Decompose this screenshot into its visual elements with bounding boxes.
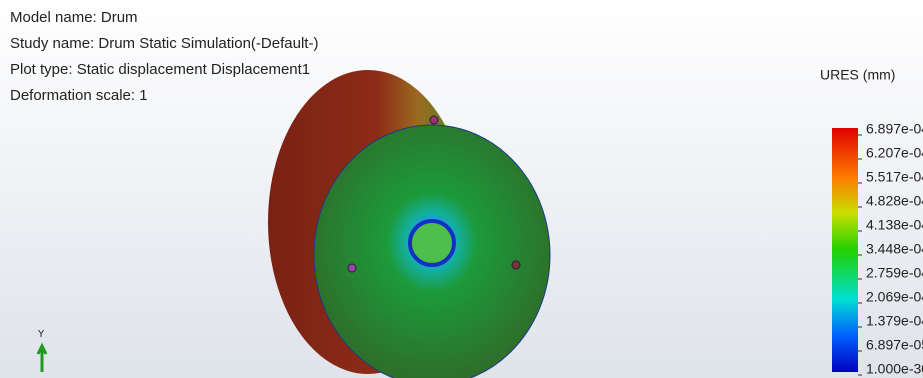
info-line: Plot type: Static displacement Displacem… bbox=[10, 61, 310, 78]
legend-title: URES (mm) bbox=[820, 67, 895, 83]
hub bbox=[410, 221, 454, 265]
page: Model name: Drum Study name: Drum Static … bbox=[0, 0, 923, 378]
legend-color-bar bbox=[832, 128, 858, 372]
triad-label: Y bbox=[37, 329, 45, 340]
hole bbox=[512, 261, 520, 269]
legend-label: 6.207e-04 bbox=[866, 145, 923, 161]
info-line: Deformation scale: 1 bbox=[10, 87, 148, 104]
info-line: Study name: Drum Static Simulation(-Defa… bbox=[10, 35, 318, 52]
viewport: Model name: Drum Study name: Drum Static … bbox=[0, 0, 923, 378]
legend-labels: 6.897e-04 6.207e-04 5.517e-04 4.828e-04 4.13… bbox=[858, 121, 923, 377]
legend-label: 2.759e-04 bbox=[866, 265, 923, 281]
legend-label: 3.448e-04 bbox=[866, 241, 923, 257]
legend-label: 5.517e-04 bbox=[866, 169, 923, 185]
info-line: Model name: Drum bbox=[10, 9, 138, 26]
legend-label: 6.897e-05 bbox=[866, 337, 923, 353]
legend-label: 1.000e-30 bbox=[866, 361, 923, 377]
legend-label: 6.897e-04 bbox=[866, 121, 923, 137]
legend-label: 1.379e-04 bbox=[866, 313, 923, 329]
legend-label: 2.069e-04 bbox=[866, 289, 923, 305]
hole bbox=[348, 264, 356, 272]
legend-label: 4.138e-04 bbox=[866, 217, 923, 233]
legend-label: 4.828e-04 bbox=[866, 193, 923, 209]
hole bbox=[430, 116, 438, 124]
